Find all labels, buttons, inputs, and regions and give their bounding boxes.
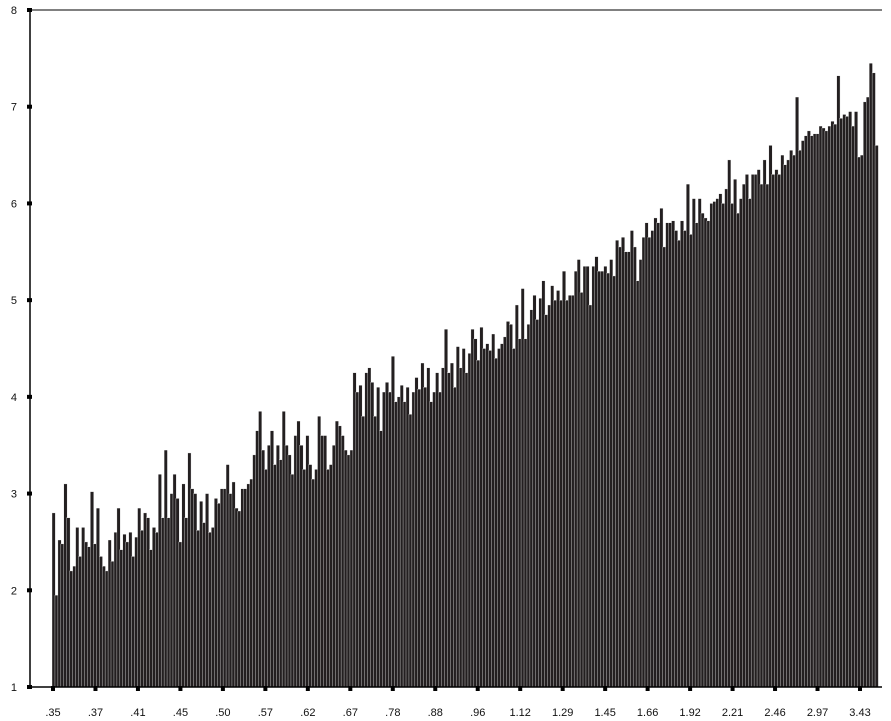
x-tick-label: 1.92	[679, 707, 700, 719]
x-tick-label: .88	[428, 707, 443, 719]
x-tick-mark	[475, 686, 480, 691]
y-tick-mark	[27, 588, 32, 593]
x-tick-mark	[220, 686, 225, 691]
x-tick-mark	[348, 686, 353, 691]
x-tick-mark	[815, 686, 820, 691]
x-tick-label: 1.45	[594, 707, 615, 719]
y-tick-label: 8	[11, 5, 17, 17]
x-tick-label: .35	[45, 707, 60, 719]
x-tick-mark	[433, 686, 438, 691]
x-tick-mark	[263, 686, 268, 691]
y-tick-mark	[27, 685, 32, 689]
y-tick-label: 2	[11, 585, 17, 597]
x-tick-mark	[51, 686, 55, 691]
x-axis-ticks: .35 .37 .41 .45 .50 .57 .62 .67 .78 .88 .96 1.12 1.2…	[45, 686, 871, 719]
x-tick-mark	[773, 686, 778, 691]
x-tick-label: .45	[173, 707, 188, 719]
x-tick-mark	[305, 686, 310, 691]
y-tick-mark	[27, 491, 32, 496]
y-tick-label: 7	[11, 102, 17, 114]
y-tick-mark	[27, 8, 32, 12]
x-tick-label: .62	[300, 707, 315, 719]
x-tick-label: .50	[215, 707, 230, 719]
x-tick-mark	[645, 686, 650, 691]
x-tick-label: .57	[258, 707, 273, 719]
x-tick-label: .78	[385, 707, 400, 719]
y-tick-label: 6	[11, 198, 17, 210]
x-tick-label: 3.43	[849, 707, 870, 719]
x-tick-label: 1.29	[552, 707, 573, 719]
y-axis-ticks: 1 2 3 4 5 6 7 8	[11, 5, 32, 694]
y-tick-mark	[27, 394, 32, 399]
x-tick-mark	[135, 686, 140, 691]
y-tick-label: 5	[11, 295, 17, 307]
x-tick-label: .96	[470, 707, 485, 719]
bar	[874, 145, 879, 688]
x-tick-label: 2.97	[807, 707, 828, 719]
x-tick-mark	[518, 686, 523, 691]
x-tick-mark	[390, 686, 395, 691]
x-tick-label: 2.46	[764, 707, 785, 719]
y-tick-label: 4	[11, 392, 17, 404]
x-tick-label: 1.66	[637, 707, 658, 719]
x-tick-label: .67	[343, 707, 358, 719]
y-tick-mark	[27, 104, 32, 109]
x-tick-mark	[93, 686, 98, 691]
y-tick-mark	[27, 298, 32, 303]
x-tick-label: .41	[130, 707, 145, 719]
bar-series	[51, 63, 879, 688]
y-tick-label: 1	[11, 682, 17, 694]
y-tick-label: 3	[11, 489, 17, 501]
x-tick-mark	[603, 686, 608, 691]
x-tick-mark	[688, 686, 693, 691]
x-tick-label: 1.12	[509, 707, 530, 719]
x-tick-label: .37	[88, 707, 103, 719]
x-tick-mark	[730, 686, 735, 691]
y-tick-mark	[27, 201, 32, 206]
x-tick-mark	[560, 686, 565, 691]
x-tick-label: 2.21	[722, 707, 743, 719]
x-tick-mark	[178, 686, 183, 691]
x-tick-mark	[858, 686, 862, 691]
